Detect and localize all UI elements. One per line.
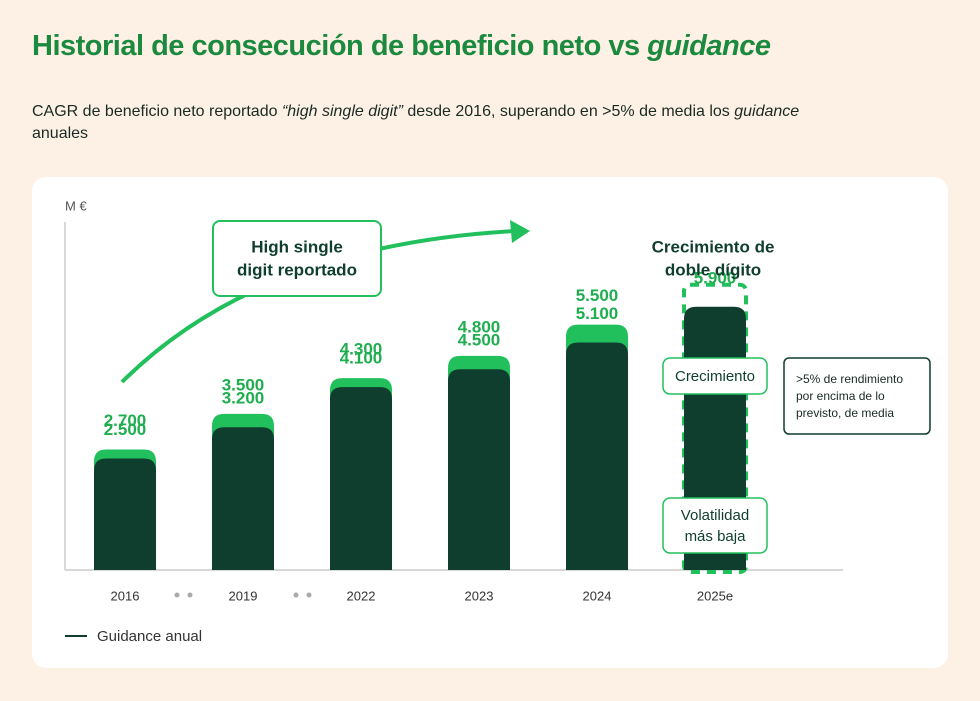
value-label: 3.500: [222, 375, 265, 394]
value-label: 5.900: [694, 268, 737, 287]
value-label: 3.200: [222, 389, 265, 408]
title-italic: guidance: [647, 30, 771, 62]
x-tick-label: 2025e: [697, 588, 733, 603]
subtitle-part: desde 2016, superando en >5% de media lo…: [402, 103, 735, 120]
arrow-label-box: [212, 220, 382, 297]
tag-volatility: Volatilidad: [681, 507, 749, 524]
value-label: 4.500: [458, 331, 501, 350]
arrow-label: High single: [251, 237, 343, 256]
bar: [330, 387, 392, 570]
note-text: >5% de rendimiento: [796, 372, 903, 386]
bar: [566, 342, 628, 570]
forecast-label: doble dígito: [665, 260, 761, 279]
x-tick-label: 2022: [347, 588, 376, 603]
value-label: 2.700: [104, 411, 147, 430]
forecast-label: Crecimiento de: [652, 237, 775, 256]
value-label: 5.100: [576, 304, 619, 323]
title: Historial de consecución de beneficio ne…: [32, 30, 771, 63]
x-tick-label: 2023: [465, 588, 494, 603]
x-tick-label: 2019: [229, 588, 258, 603]
tag-box: [662, 497, 768, 554]
value-label: 2.500: [104, 420, 147, 439]
subtitle-part: anuales: [32, 125, 89, 142]
gap-dot: [306, 592, 312, 598]
subtitle-part: CAGR de beneficio neto reportado: [32, 103, 282, 120]
gap-dot: [174, 592, 180, 598]
subtitle: CAGR de beneficio neto reportado “high s…: [32, 101, 832, 145]
subtitle-part: guidance: [734, 103, 800, 120]
subtitle-part: “high single digit”: [281, 103, 403, 120]
value-label: 5.500: [576, 286, 619, 305]
title-text: Historial de consecución de beneficio ne…: [32, 30, 640, 62]
x-tick-label: 2024: [583, 588, 612, 603]
gap-dot: [293, 592, 299, 598]
note-box: [783, 357, 931, 435]
note-text: por encima de lo: [796, 389, 885, 403]
tag-box: [662, 357, 768, 395]
tag-growth: Crecimiento: [675, 368, 755, 385]
arrow-head: [510, 220, 530, 243]
value-label: 4.100: [340, 349, 383, 368]
tag-volatility: más baja: [685, 528, 747, 545]
arrow-label: digit reportado: [237, 260, 357, 279]
bar: [448, 369, 510, 570]
value-label: 4.800: [458, 317, 501, 336]
x-tick-label: 2016: [111, 588, 140, 603]
y-axis-label: M €: [65, 198, 87, 213]
note-text: previsto, de media: [796, 406, 894, 420]
value-label: 4.300: [340, 340, 383, 359]
bar: [94, 458, 156, 570]
gap-dot: [187, 592, 193, 598]
bar: [212, 427, 274, 570]
legend-label: Guidance anual: [97, 628, 202, 645]
